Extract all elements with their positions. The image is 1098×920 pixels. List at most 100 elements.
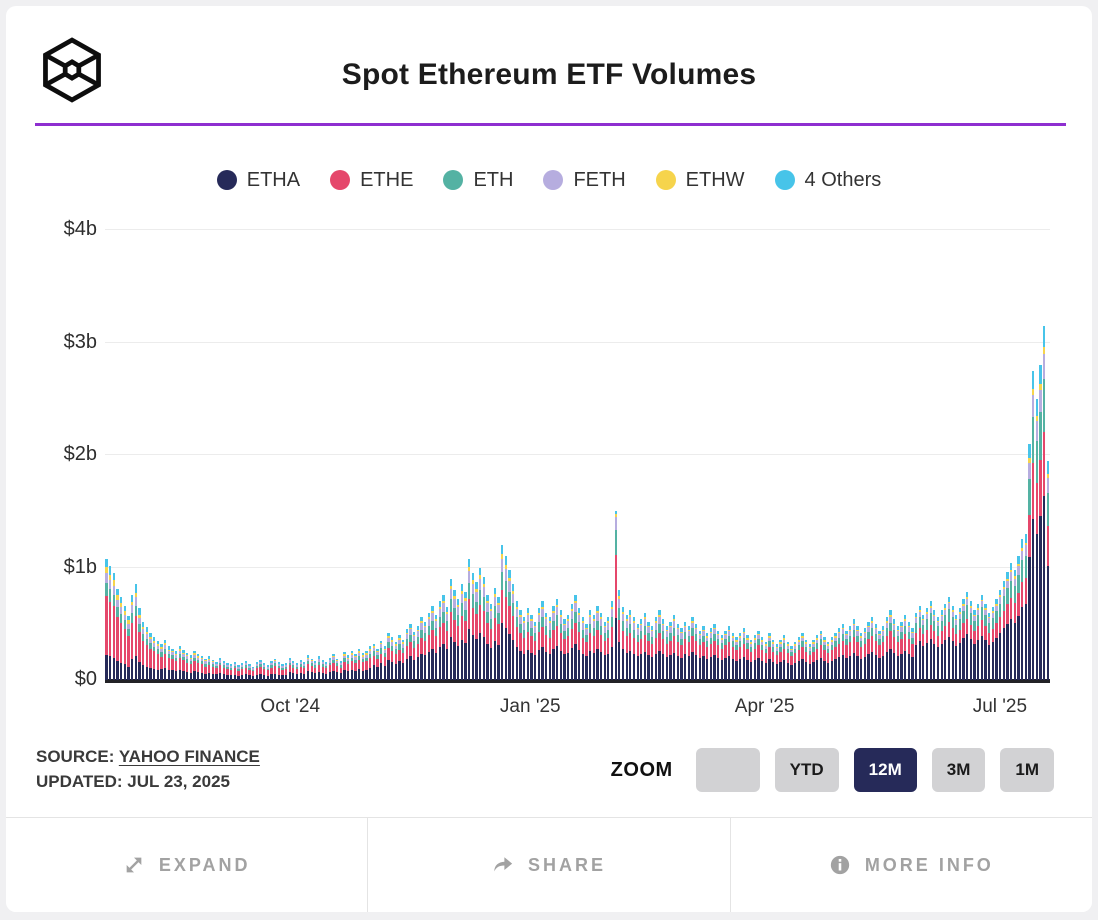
stacked-bar[interactable]	[1006, 572, 1009, 680]
stacked-bar[interactable]	[1010, 563, 1013, 680]
stacked-bar[interactable]	[548, 617, 551, 680]
stacked-bar[interactable]	[317, 656, 321, 680]
stacked-bar[interactable]	[995, 599, 998, 680]
stacked-bar[interactable]	[328, 657, 332, 680]
stacked-bar[interactable]	[354, 654, 357, 680]
stacked-bar[interactable]	[259, 659, 262, 680]
more-info-button[interactable]: MORE INFO	[729, 818, 1092, 912]
stacked-bar[interactable]	[446, 606, 449, 680]
stacked-bar[interactable]	[984, 603, 987, 680]
stacked-bar[interactable]	[834, 632, 837, 680]
stacked-bar[interactable]	[900, 621, 903, 680]
stacked-bar[interactable]	[852, 619, 855, 680]
stacked-bar[interactable]	[435, 614, 438, 680]
stacked-bar[interactable]	[482, 576, 485, 680]
stacked-bar[interactable]	[940, 610, 943, 680]
stacked-bar[interactable]	[724, 630, 727, 680]
stacked-bar[interactable]	[753, 635, 756, 680]
stacked-bar[interactable]	[207, 656, 211, 680]
stacked-bar[interactable]	[262, 663, 266, 680]
stacked-bar[interactable]	[786, 641, 789, 680]
stacked-bar[interactable]	[442, 594, 445, 680]
stacked-bar[interactable]	[530, 614, 533, 680]
stacked-bar[interactable]	[739, 632, 742, 680]
legend-item-ethe[interactable]: ETHE	[330, 169, 413, 192]
stacked-bar[interactable]	[889, 610, 892, 680]
stacked-bar[interactable]	[339, 660, 343, 680]
stacked-bar[interactable]	[717, 630, 720, 680]
stacked-bar[interactable]	[171, 648, 174, 680]
stacked-bar[interactable]	[632, 617, 636, 680]
stacked-bar[interactable]	[204, 658, 207, 680]
stacked-bar[interactable]	[431, 605, 434, 680]
stacked-bar[interactable]	[134, 584, 137, 680]
stacked-bar[interactable]	[196, 654, 200, 680]
stacked-bar[interactable]	[969, 601, 973, 680]
stacked-bar[interactable]	[918, 605, 921, 680]
stacked-bar[interactable]	[511, 584, 515, 680]
stacked-bar[interactable]	[533, 621, 537, 680]
stacked-bar[interactable]	[398, 635, 401, 680]
stacked-bar[interactable]	[500, 545, 504, 680]
stacked-bar[interactable]	[310, 658, 313, 680]
stacked-bar[interactable]	[391, 637, 394, 680]
stacked-bar[interactable]	[402, 639, 405, 680]
stacked-bar[interactable]	[284, 663, 288, 680]
stacked-bar[interactable]	[907, 621, 910, 680]
stacked-bar[interactable]	[394, 641, 398, 680]
zoom-button-all[interactable]	[695, 748, 760, 792]
stacked-bar[interactable]	[669, 621, 672, 680]
stacked-bar[interactable]	[555, 599, 559, 680]
stacked-bar[interactable]	[559, 610, 562, 680]
stacked-bar[interactable]	[695, 623, 698, 680]
stacked-bar[interactable]	[424, 621, 427, 680]
stacked-bar[interactable]	[387, 632, 390, 680]
stacked-bar[interactable]	[581, 617, 584, 680]
stacked-bar[interactable]	[270, 660, 273, 680]
stacked-bar[interactable]	[471, 573, 474, 680]
stacked-bar[interactable]	[1032, 370, 1035, 680]
stacked-bar[interactable]	[164, 639, 167, 680]
stacked-bar[interactable]	[790, 646, 793, 680]
stacked-bar[interactable]	[127, 615, 130, 680]
stacked-bar[interactable]	[966, 592, 969, 680]
stacked-bar[interactable]	[292, 660, 295, 680]
stacked-bar[interactable]	[947, 596, 951, 680]
stacked-bar[interactable]	[405, 629, 409, 680]
stacked-bar[interactable]	[691, 617, 694, 680]
stacked-bar[interactable]	[903, 614, 907, 680]
stacked-bar[interactable]	[460, 584, 463, 680]
stacked-bar[interactable]	[881, 626, 885, 680]
stacked-bar[interactable]	[138, 608, 141, 680]
stacked-bar[interactable]	[709, 628, 713, 680]
stacked-bar[interactable]	[794, 641, 797, 680]
stacked-bar[interactable]	[299, 659, 302, 680]
stacked-bar[interactable]	[109, 566, 112, 680]
stacked-bar[interactable]	[687, 626, 691, 680]
stacked-bar[interactable]	[768, 632, 771, 680]
stacked-bar[interactable]	[244, 660, 247, 680]
stacked-bar[interactable]	[922, 614, 925, 680]
stacked-bar[interactable]	[237, 665, 240, 680]
stacked-bar[interactable]	[1024, 533, 1028, 680]
stacked-bar[interactable]	[347, 655, 350, 680]
stacked-bar[interactable]	[812, 639, 815, 680]
stacked-bar[interactable]	[618, 590, 621, 680]
stacked-bar[interactable]	[475, 582, 478, 680]
stacked-bar[interactable]	[277, 662, 280, 680]
stacked-bar[interactable]	[508, 569, 511, 680]
stacked-bar[interactable]	[131, 594, 134, 680]
stacked-bar[interactable]	[105, 558, 108, 680]
stacked-bar[interactable]	[416, 626, 420, 680]
stacked-bar[interactable]	[332, 654, 335, 680]
stacked-bar[interactable]	[845, 630, 848, 680]
stacked-bar[interactable]	[343, 651, 346, 680]
stacked-bar[interactable]	[856, 626, 859, 680]
stacked-bar[interactable]	[266, 665, 269, 680]
stacked-bar[interactable]	[830, 637, 833, 680]
stacked-bar[interactable]	[120, 596, 123, 680]
stacked-bar[interactable]	[702, 626, 705, 680]
stacked-bar[interactable]	[211, 659, 214, 680]
stacked-bar[interactable]	[673, 614, 676, 680]
stacked-bar[interactable]	[599, 612, 603, 680]
